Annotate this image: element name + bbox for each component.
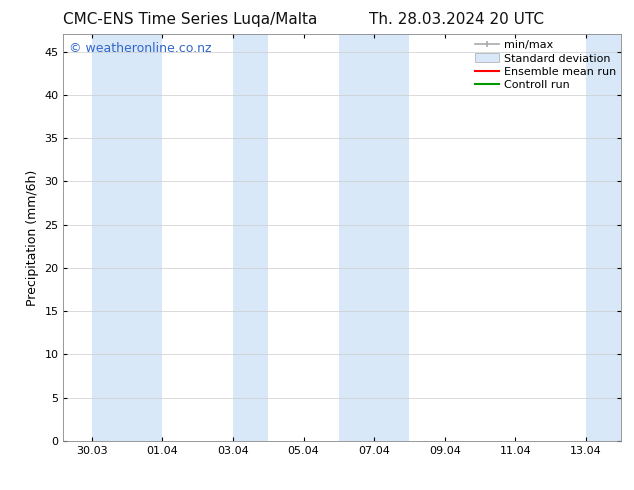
Bar [586,34,621,441]
Legend: min/max, Standard deviation, Ensemble mean run, Controll run: min/max, Standard deviation, Ensemble me… [472,38,618,92]
Y-axis label: Precipitation (mm/6h): Precipitation (mm/6h) [26,170,39,306]
Text: CMC-ENS Time Series Luqa/Malta: CMC-ENS Time Series Luqa/Malta [63,12,318,27]
Bar [339,34,410,441]
Text: © weatheronline.co.nz: © weatheronline.co.nz [69,43,212,55]
Bar [92,34,162,441]
Bar [233,34,268,441]
Text: Th. 28.03.2024 20 UTC: Th. 28.03.2024 20 UTC [369,12,544,27]
